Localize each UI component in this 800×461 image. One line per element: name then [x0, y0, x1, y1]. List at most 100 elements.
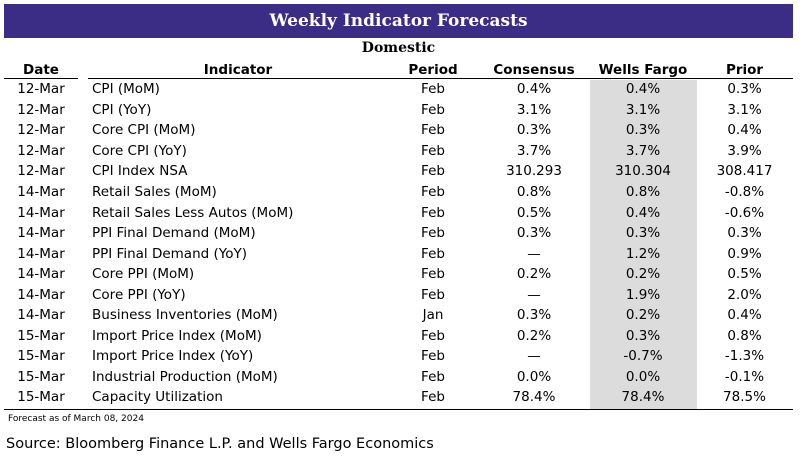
table-row: 15-Mar Import Price Index (MoM) Feb 0.2% 0.3… — [4, 326, 793, 347]
cell-indicator: Core PPI (MoM) — [92, 266, 195, 283]
cell-indicator: Business Inventories (MoM) — [92, 307, 278, 324]
wells-fargo-column-highlight — [590, 80, 697, 409]
cell-wells-fargo: 0.8% — [625, 184, 661, 200]
cell-prior: 0.4% — [727, 307, 762, 324]
forecast-note: Forecast as of March 08, 2024 — [8, 414, 144, 424]
cell-gap — [78, 120, 88, 141]
cell-consensus: 0.2% — [516, 266, 552, 283]
cell-gap — [78, 326, 88, 347]
cell-period: Feb — [421, 266, 445, 283]
cell-gap — [78, 387, 88, 408]
header-wells-fargo: Wells Fargo — [590, 58, 696, 79]
cell-consensus: 310.293 — [506, 163, 562, 180]
cell-date: 15-Mar — [17, 368, 65, 385]
cell-date: 14-Mar — [17, 184, 65, 200]
table-row: 14-Mar PPI Final Demand (MoM) Feb 0.3% 0.3% 0… — [4, 223, 793, 244]
cell-date: 12-Mar — [17, 101, 65, 118]
cell-wells-fargo: 310.304 — [615, 163, 671, 180]
cell-period: Feb — [421, 163, 445, 180]
cell-indicator: CPI Index NSA — [92, 163, 188, 180]
cell-date: 14-Mar — [17, 245, 65, 262]
table-title: Weekly Indicator Forecasts — [4, 4, 793, 38]
cell-prior: -1.3% — [724, 348, 765, 365]
indicator-rows: 12-Mar CPI (MoM) Feb 0.4% 0.4% 0.3% 12-Mar CPI … — [4, 79, 793, 408]
cell-indicator: Core PPI (YoY) — [92, 286, 186, 303]
cell-consensus: 0.4% — [516, 81, 552, 98]
cell-wells-fargo: 0.0% — [625, 368, 661, 385]
cell-gap — [78, 161, 88, 182]
cell-prior: 78.5% — [723, 389, 766, 406]
cell-prior: -0.1% — [724, 368, 765, 385]
cell-prior: 0.8% — [727, 327, 762, 344]
cell-prior: -0.6% — [724, 204, 765, 221]
cell-prior: 3.1% — [727, 101, 762, 118]
cell-gap — [78, 223, 88, 244]
cell-gap — [78, 243, 88, 264]
table-row: 14-Mar Retail Sales (MoM) Feb 0.8% 0.8% -0.8% — [4, 182, 793, 203]
cell-consensus: — — [527, 348, 541, 365]
cell-period: Feb — [421, 245, 445, 262]
header-period: Period — [388, 58, 478, 79]
header-prior: Prior — [696, 58, 793, 79]
cell-indicator: Industrial Production (MoM) — [92, 368, 278, 385]
cell-date: 14-Mar — [17, 204, 65, 221]
cell-consensus: 3.1% — [516, 101, 552, 118]
cell-consensus: 78.4% — [512, 389, 556, 406]
cell-date: 14-Mar — [17, 266, 65, 283]
header-consensus: Consensus — [478, 58, 590, 79]
table-row: 15-Mar Industrial Production (MoM) Feb 0.0%… — [4, 367, 793, 388]
cell-consensus: 0.3% — [516, 122, 552, 139]
cell-prior: 0.9% — [727, 245, 762, 262]
cell-wells-fargo: 3.1% — [625, 101, 661, 118]
cell-period: Feb — [421, 327, 445, 344]
cell-period: Feb — [421, 348, 445, 365]
cell-prior: 0.5% — [727, 266, 762, 283]
cell-prior: 0.3% — [727, 81, 762, 98]
cell-gap — [78, 182, 88, 203]
cell-gap — [78, 100, 88, 121]
table-subtitle: Domestic — [361, 40, 436, 56]
table-row: 14-Mar Retail Sales Less Autos (MoM) Feb 0.… — [4, 202, 793, 223]
cell-period: Feb — [421, 225, 445, 242]
cell-gap — [78, 202, 88, 223]
cell-gap — [78, 264, 88, 285]
cell-indicator: Retail Sales (MoM) — [92, 184, 217, 200]
cell-period: Feb — [421, 389, 445, 406]
cell-indicator: Capacity Utilization — [92, 389, 223, 406]
cell-wells-fargo: 0.2% — [625, 307, 661, 324]
cell-period: Feb — [421, 368, 445, 385]
cell-wells-fargo: 0.2% — [625, 266, 661, 283]
cell-wells-fargo: 1.9% — [625, 286, 661, 303]
cell-wells-fargo: 0.3% — [625, 122, 661, 139]
table-row: 14-Mar Core PPI (YoY) Feb — 1.9% 2.0% — [4, 284, 793, 305]
cell-consensus: 0.8% — [516, 184, 552, 200]
cell-prior: 2.0% — [727, 286, 762, 303]
cell-indicator: Core CPI (YoY) — [92, 142, 187, 159]
indicator-table: Date Indicator Period Consensus Wells Fa… — [4, 58, 793, 408]
cell-indicator: Import Price Index (YoY) — [92, 348, 254, 365]
cell-indicator: CPI (MoM) — [92, 81, 160, 98]
cell-wells-fargo: 78.4% — [621, 389, 665, 406]
header-date: Date — [4, 58, 78, 79]
cell-date: 12-Mar — [17, 142, 65, 159]
cell-period: Feb — [421, 81, 445, 98]
table-row: 12-Mar Core CPI (MoM) Feb 0.3% 0.3% 0.4% — [4, 120, 793, 141]
cell-wells-fargo: 3.7% — [625, 142, 661, 159]
cell-gap — [78, 346, 88, 367]
table-row: 14-Mar Core PPI (MoM) Feb 0.2% 0.2% 0.5% — [4, 264, 793, 285]
cell-wells-fargo: 0.4% — [625, 81, 661, 98]
cell-indicator: PPI Final Demand (YoY) — [92, 245, 247, 262]
cell-period: Jan — [422, 307, 444, 324]
cell-wells-fargo: -0.7% — [623, 348, 663, 365]
cell-date: 15-Mar — [17, 389, 65, 406]
cell-period: Feb — [421, 286, 445, 303]
cell-gap — [78, 79, 88, 100]
cell-date: 14-Mar — [17, 225, 65, 242]
cell-gap — [78, 367, 88, 388]
cell-prior: 0.3% — [727, 225, 762, 242]
cell-wells-fargo: 0.4% — [625, 204, 661, 221]
table-row: 12-Mar CPI (MoM) Feb 0.4% 0.4% 0.3% — [4, 79, 793, 100]
cell-date: 12-Mar — [17, 81, 65, 98]
cell-date: 15-Mar — [17, 348, 65, 365]
cell-period: Feb — [421, 122, 445, 139]
